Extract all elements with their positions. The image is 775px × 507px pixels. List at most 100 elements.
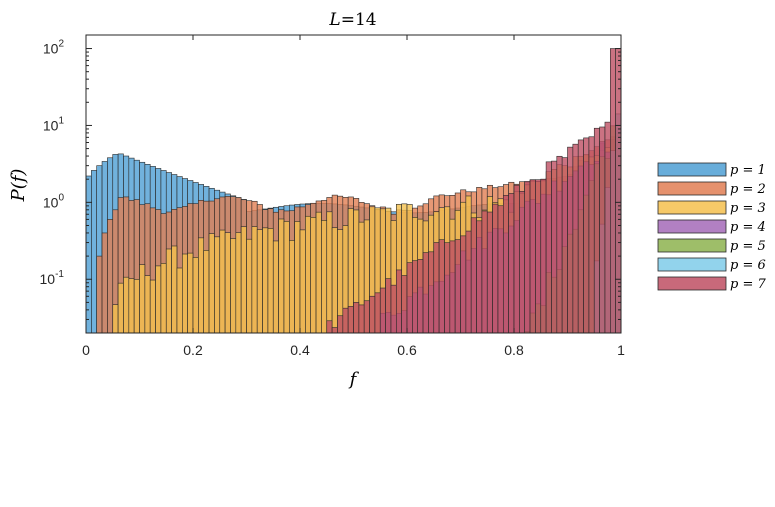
bar-series-3: [224, 232, 231, 334]
bar-series-3: [288, 240, 295, 334]
bar-series-7: [331, 327, 338, 334]
bar-series-3: [315, 211, 322, 334]
bar-series-7: [497, 205, 504, 334]
bar-series-7: [583, 137, 590, 334]
bar-series-7: [535, 179, 542, 334]
bar-series-7: [481, 210, 488, 334]
bar-series-7: [412, 260, 419, 334]
bar-series-7: [529, 179, 536, 334]
legend-swatch: [657, 276, 727, 291]
x-tick-label: 0: [82, 342, 90, 358]
x-tick-label: 0.4: [290, 342, 310, 358]
x-tick-label: 0.8: [504, 342, 524, 358]
chart-title: L=14: [328, 10, 376, 30]
legend-swatch: [657, 238, 727, 253]
bar-series-7: [417, 259, 424, 334]
bar-series-7: [438, 239, 445, 334]
legend-swatch: [657, 257, 727, 272]
legend-label: p = 3: [730, 201, 766, 216]
bar-series-3: [208, 233, 215, 334]
bars-layer: [85, 48, 622, 334]
bar-series-3: [331, 227, 338, 334]
legend-swatch: [657, 162, 727, 177]
bar-series-3: [326, 211, 333, 334]
bar-series-7: [342, 307, 349, 334]
legend-swatch: [657, 219, 727, 234]
bar-series-3: [321, 220, 328, 334]
bar-series-7: [428, 251, 435, 334]
legend-label: p = 7: [730, 277, 766, 292]
legend-label: p = 6: [730, 258, 766, 273]
y-axis-label: P(f): [8, 169, 29, 203]
bar-series-7: [524, 181, 531, 334]
bar-series-3: [198, 237, 205, 334]
y-tick-label: 10-1: [40, 269, 65, 287]
bar-series-7: [540, 178, 547, 334]
bar-series-3: [123, 276, 130, 334]
legend-label: p = 5: [730, 239, 766, 254]
bar-series-7: [326, 320, 333, 334]
bar-series-3: [219, 229, 226, 334]
x-tick-label: 0.6: [397, 342, 417, 358]
x-tick-label: 1: [617, 342, 625, 358]
bar-series-7: [492, 203, 499, 334]
bar-series-3: [278, 218, 285, 334]
y-tick-label: 101: [43, 115, 65, 133]
bar-series-3: [235, 232, 242, 334]
bar-series-3: [117, 282, 124, 334]
y-tick-label: 102: [43, 39, 65, 57]
bar-series-3: [272, 240, 279, 334]
bar-series-7: [502, 195, 509, 334]
bar-series-3: [192, 257, 199, 334]
legend-label: p = 4: [730, 220, 766, 235]
bar-series-7: [422, 252, 429, 334]
bar-series-3: [176, 267, 183, 334]
bar-series-2: [107, 219, 114, 334]
y-ticks: 10-1 100 101 102: [40, 39, 621, 334]
bar-series-7: [358, 304, 365, 334]
bar-series-7: [508, 193, 515, 334]
bar-series-3: [246, 238, 253, 334]
bar-series-7: [385, 278, 392, 334]
bar-series-7: [460, 235, 467, 334]
bar-series-7: [551, 160, 558, 334]
bar-series-3: [214, 236, 221, 334]
bar-series-3: [149, 279, 156, 334]
bar-series-7: [567, 146, 574, 334]
bar-series-7: [337, 315, 344, 334]
bar-series-3: [305, 215, 312, 334]
y-tick-label: 100: [43, 192, 65, 210]
bar-series-7: [572, 143, 579, 334]
bar-series-7: [556, 155, 563, 334]
bar-series-7: [609, 48, 616, 334]
bar-series-2: [101, 232, 108, 334]
bar-series-7: [513, 184, 520, 334]
bar-series-7: [454, 239, 461, 334]
bar-series-7: [379, 287, 386, 334]
bar-series-7: [545, 161, 552, 334]
bar-series-3: [128, 278, 135, 334]
bar-series-3: [112, 304, 119, 334]
axes-frame: [85, 34, 622, 334]
legend-label: p = 2: [730, 182, 766, 197]
bar-series-7: [433, 242, 440, 334]
bar-series-7: [577, 139, 584, 334]
bar-series-7: [561, 157, 568, 334]
series-7: [326, 48, 622, 334]
bar-series-7: [519, 191, 525, 334]
bar-series-3: [171, 245, 178, 334]
bar-series-7: [476, 220, 483, 334]
bar-series-3: [165, 248, 172, 334]
bar-series-3: [240, 226, 247, 334]
bar-series-3: [299, 229, 306, 334]
bar-series-3: [133, 279, 140, 334]
bar-series-7: [363, 300, 370, 334]
bar-series-7: [374, 292, 381, 334]
bar-series-7: [486, 211, 493, 334]
bar-series-3: [203, 250, 210, 334]
bar-series-2: [96, 255, 103, 334]
legend-label: p = 1: [730, 163, 766, 178]
bar-series-7: [599, 126, 606, 334]
bar-series-3: [187, 252, 194, 334]
bar-series-3: [182, 253, 188, 334]
